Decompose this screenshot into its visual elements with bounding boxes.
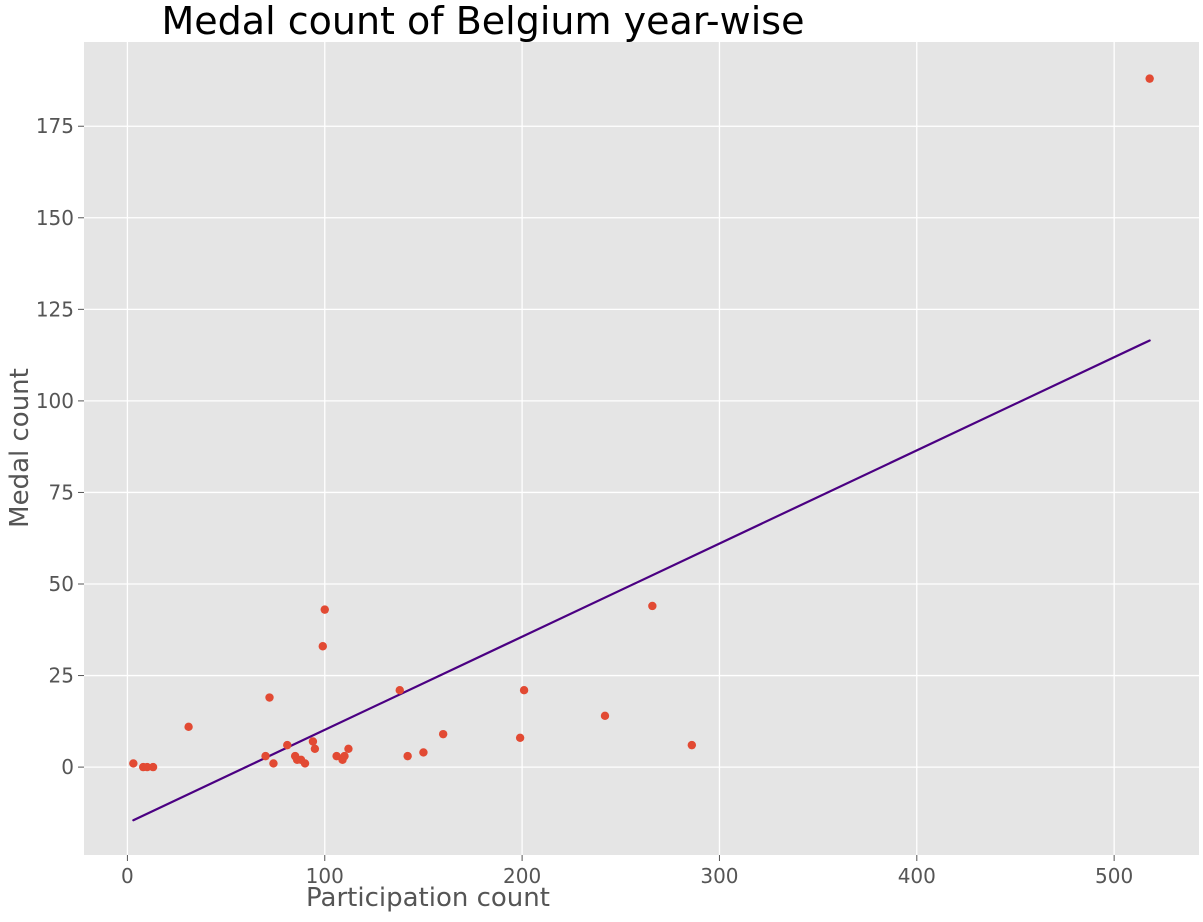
x-tick-label: 0 (121, 864, 134, 888)
scatter-point (261, 751, 270, 761)
chart-title: Medal count of Belgium year-wise (162, 0, 805, 43)
scatter-point (419, 748, 428, 757)
scatter-point (515, 733, 525, 743)
scatter-point (344, 744, 353, 753)
x-tick-label: 200 (503, 864, 541, 888)
scatter-point (129, 759, 138, 768)
y-tick-label: 150 (36, 206, 74, 230)
scatter-point (340, 751, 349, 761)
trend-line (132, 339, 1151, 822)
point-layer (129, 74, 1154, 772)
scatter-point (648, 601, 657, 611)
scatter-point (438, 729, 448, 739)
scatter-point (142, 762, 152, 772)
scatter-point (310, 744, 320, 753)
scatter-point (1145, 74, 1154, 83)
x-tick-label: 500 (1095, 864, 1133, 888)
y-tick-label: 75 (49, 480, 74, 504)
x-tick-label: 300 (700, 864, 738, 888)
trend-line-layer (132, 339, 1151, 822)
scatter-point (283, 740, 292, 750)
x-axis-title: Participation count (306, 883, 550, 913)
y-tick-label: 125 (36, 297, 74, 321)
scatter-point (320, 605, 329, 614)
scatter-point (600, 711, 610, 721)
y-axis-title: Medal count (5, 368, 35, 528)
grid-layer (84, 42, 1199, 855)
scatter-point (308, 737, 318, 746)
scatter-point (395, 686, 404, 695)
scatter-point (318, 642, 327, 651)
scatter-point (265, 693, 274, 702)
y-tick-label: 0 (61, 755, 74, 779)
scatter-point (269, 759, 278, 768)
x-tick-label: 400 (898, 864, 936, 888)
scatter-point (148, 762, 158, 772)
tick-layer: 0 100 200 300 400 500 0 25 50 75 100 125 150 175 (36, 114, 1133, 888)
plot-background (84, 42, 1199, 855)
scatter-point (687, 740, 697, 750)
y-tick-label: 100 (36, 389, 74, 413)
y-tick-label: 50 (49, 572, 74, 596)
scatter-point (519, 686, 529, 695)
x-tick-label: 100 (306, 864, 344, 888)
y-tick-label: 25 (49, 664, 74, 688)
scatter-point (300, 759, 310, 768)
y-tick-label: 175 (36, 114, 74, 138)
scatter-point (184, 722, 193, 732)
scatter-point (403, 751, 412, 761)
